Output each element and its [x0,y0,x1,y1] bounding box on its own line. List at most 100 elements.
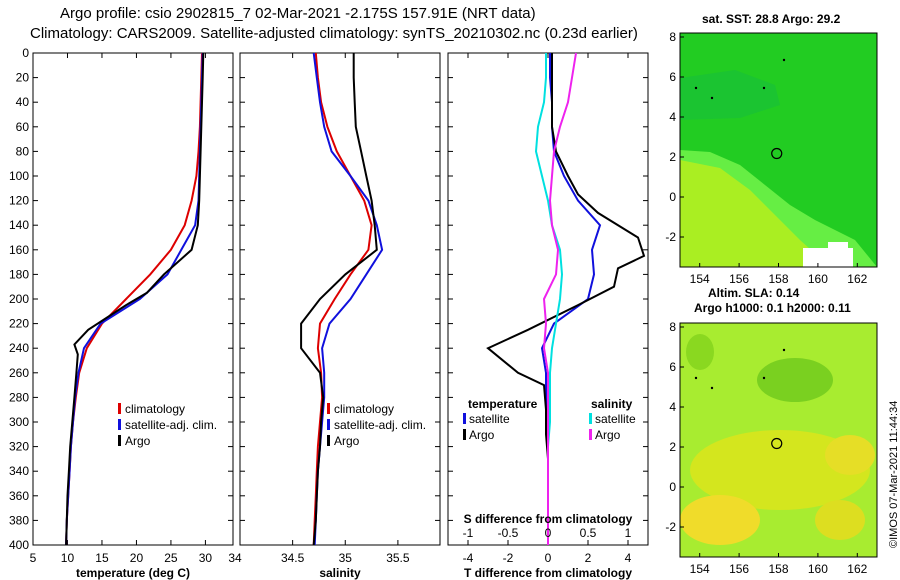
legend-label: satellite [595,412,636,426]
map-region [680,70,780,120]
legend-label: climatology [125,402,185,416]
y-tick-label: 400 [9,538,29,552]
series-line-t-argo [486,53,646,545]
y-tick-label: 180 [9,267,29,281]
s-axis-label: S difference from climatology [464,512,633,526]
island-dot [782,58,786,62]
y-tick-label: 6 [669,360,676,374]
series-line-s-argo [542,52,577,545]
x-tick-label: 35 [339,551,353,565]
x-tick-label: 15 [95,551,109,565]
y-tick-label: 80 [16,144,30,158]
map-region [686,334,714,370]
legend-swatch [327,419,330,430]
title-line-2: Climatology: CARS2009. Satellite-adjuste… [30,25,638,42]
x-tick-label: -2 [503,551,514,565]
y-tick-label: 8 [669,30,676,44]
x-axis-label: salinity [319,566,361,580]
x-tick-label: 160 [808,272,828,286]
legend-swatch [589,429,592,440]
legend-swatch [327,435,330,446]
y-tick-label: 100 [9,169,29,183]
y-tick-label: 140 [9,218,29,232]
y-tick-label: -2 [665,520,676,534]
y-tick-label: 2 [669,440,676,454]
y-tick-label: 160 [9,243,29,257]
map-land [828,242,848,250]
legend-label: Argo [125,434,151,448]
legend-label: Argo [334,434,360,448]
series-line-climatology [65,52,203,546]
salinity-panel: 34.5 35 35.5 salinity climatology satellite-a… [239,52,441,580]
y-tick-label: 0 [22,46,29,60]
y-tick-label: 300 [9,415,29,429]
x-axis-label: T difference from climatology [464,566,632,580]
x-tick-label: 158 [768,562,788,576]
y-tick-label: 0 [669,190,676,204]
x-tick-label: 160 [808,562,828,576]
y-tick-label: -2 [665,230,676,244]
x-tick-label: 34 [228,551,242,565]
island-dot [694,376,698,380]
legend-label: satellite-adj. clim. [334,418,426,432]
island-dot [710,386,714,390]
x-tick-label: 30 [199,551,213,565]
map-region [825,435,875,475]
plot-frame [32,52,234,546]
y-tick-label: 260 [9,366,29,380]
map-region [690,430,870,510]
temperature-panel: 0 20 40 60 80 100 120 140 160 180 200 220 240 260 280 3… [9,46,242,580]
sla-map: 154 156 158 160 162 8 6 4 2 0 -2 [665,320,878,576]
x-tick-label: 0 [545,551,552,565]
profile-location-marker [771,147,783,160]
island-dot [782,348,786,352]
x-tick-label: 10 [61,551,75,565]
y-tick-label: 280 [9,390,29,404]
x-tick-label: 156 [729,562,749,576]
plot-frame [239,52,441,546]
legend-label: Argo [595,428,621,442]
legend-label: satellite-adj. clim. [125,418,217,432]
legend-title-salinity: salinity [591,397,633,411]
series-line-argo [65,52,205,546]
difference-panel: -4 -2 0 2 4T difference from climatology -1 -0… [447,52,649,580]
s-tick-label: 0 [545,526,552,540]
y-tick-label: 2 [669,150,676,164]
x-tick-label: 158 [768,272,788,286]
y-tick-label: 0 [669,480,676,494]
y-tick-label: 340 [9,464,29,478]
legend-swatch [118,403,121,414]
series-line-climatology [312,52,373,546]
island-dot [762,376,766,380]
y-tick-label: 4 [669,400,676,414]
x-tick-label: 2 [585,551,592,565]
profile-location-marker [771,437,783,450]
sla-map-title: Argo h1000: 0.1 h2000: 0.11 [694,301,851,315]
x-tick-label: 162 [847,272,867,286]
x-tick-label: 35.5 [386,551,410,565]
x-tick-label: 154 [690,562,710,576]
island-dot [762,86,766,90]
sst-map-footer: Altim. SLA: 0.14 [708,286,800,300]
legend-title-temperature: temperature [468,397,538,411]
x-axis-label: temperature (deg C) [76,566,190,580]
x-tick-label: 4 [625,551,632,565]
map-land [803,248,853,267]
y-tick-label: 6 [669,70,676,84]
x-tick-label: 20 [130,551,144,565]
legend-label: climatology [334,402,394,416]
legend-label: satellite [469,412,510,426]
sst-map-title: sat. SST: 28.8 Argo: 29.2 [702,12,841,26]
map-region [680,495,760,545]
y-tick-label: 40 [16,95,30,109]
s-tick-label: -1 [463,526,474,540]
y-tick-label: 360 [9,489,29,503]
title-line-1: Argo profile: csio 2902815_7 02-Mar-2021… [60,5,536,22]
y-tick-label: 380 [9,513,29,527]
s-tick-label: -0.5 [498,526,519,540]
series-line-argo [300,53,378,546]
series-line-satellite-adj-clim- [312,52,384,546]
y-tick-label: 8 [669,320,676,334]
s-tick-label: 0.5 [580,526,597,540]
legend-swatch [118,419,121,430]
